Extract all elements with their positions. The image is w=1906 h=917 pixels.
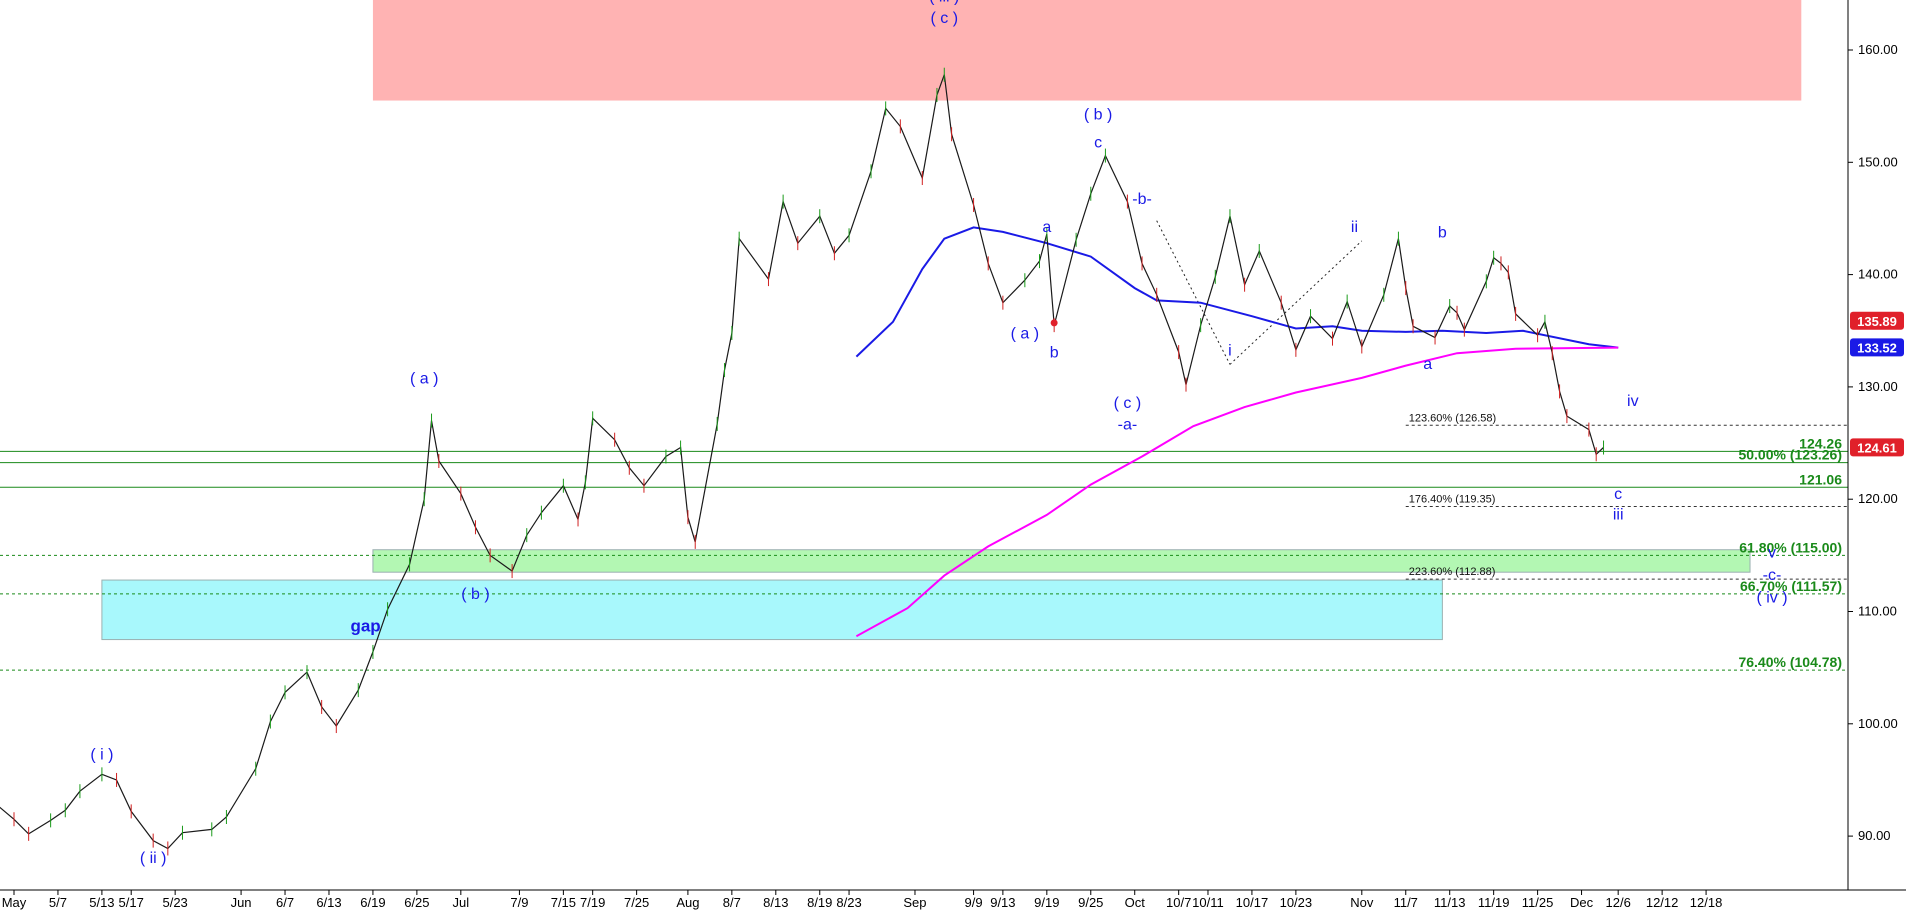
x-tick-label: 11/7 — [1394, 895, 1418, 910]
support-zone — [372, 549, 1751, 573]
price-tag — [1850, 438, 1904, 457]
x-tick-label: 10/11 — [1192, 895, 1224, 910]
x-tick-label: 11/19 — [1478, 895, 1510, 910]
level-label: 121.06 — [1799, 471, 1842, 487]
x-tick-label: 12/18 — [1690, 895, 1723, 910]
x-tick-label: 9/19 — [1034, 895, 1059, 910]
x-tick-label: 12/6 — [1606, 895, 1631, 910]
x-tick-label: 7/9 — [510, 895, 528, 910]
wave-label: iii — [1613, 506, 1624, 523]
x-tick-label: 9/9 — [965, 895, 983, 910]
x-tick-label: Jun — [231, 895, 252, 910]
x-tick-label: Oct — [1125, 895, 1146, 910]
x-tick-label: 12/12 — [1646, 895, 1679, 910]
price-tag — [1850, 311, 1904, 330]
level-label: 66.70% (111.57) — [1740, 578, 1842, 594]
channel-line — [1156, 220, 1231, 365]
wave-label: ( a ) — [410, 371, 438, 388]
wave-label: b — [1050, 345, 1059, 362]
wave-label: ( c ) — [1114, 395, 1142, 412]
price-tag — [1850, 338, 1904, 357]
x-tick-label: Sep — [903, 895, 926, 910]
x-tick-label: 7/25 — [624, 895, 649, 910]
y-tick-label: 140.00 — [1858, 267, 1898, 282]
y-tick-label: 110.00 — [1858, 604, 1897, 619]
wave-label: -a- — [1118, 417, 1138, 434]
x-tick-label: May — [2, 895, 27, 910]
x-tick-label: Dec — [1570, 895, 1594, 910]
x-tick-label: 11/25 — [1522, 895, 1554, 910]
moving-average-line — [855, 346, 1619, 638]
wave-label: ( b ) — [461, 586, 489, 603]
x-tick-label: 5/17 — [119, 895, 144, 910]
wave-label: -b- — [1132, 191, 1152, 208]
x-tick-label: 9/25 — [1078, 895, 1103, 910]
x-tick-label: Aug — [676, 895, 699, 910]
level-label: 61.80% (115.00) — [1739, 539, 1842, 555]
x-tick-label: 8/13 — [763, 895, 788, 910]
price-tag-label: 135.89 — [1857, 314, 1897, 329]
x-tick-label: 5/23 — [162, 895, 187, 910]
level-label: 50.00% (123.26) — [1738, 447, 1842, 463]
y-tick-label: 120.00 — [1858, 491, 1898, 506]
x-tick-label: 5/7 — [49, 895, 67, 910]
projection-label: 223.60% (112.88) — [1409, 566, 1496, 578]
x-tick-label: 10/17 — [1236, 895, 1269, 910]
x-tick-label: 6/19 — [360, 895, 385, 910]
price-line — [0, 74, 1604, 850]
wave-label: i — [1228, 342, 1232, 359]
wave-label: c — [1094, 135, 1102, 152]
wave-label: a — [1042, 219, 1051, 236]
x-tick-label: 5/13 — [89, 895, 114, 910]
wave-label: ( b ) — [1084, 107, 1112, 124]
x-tick-label: Nov — [1350, 895, 1374, 910]
x-tick-label: 7/19 — [580, 895, 605, 910]
y-tick-label: 130.00 — [1858, 379, 1898, 394]
level-label: 76.40% (104.78) — [1738, 654, 1842, 670]
wave-label: ( iv ) — [1756, 590, 1787, 607]
y-tick-label: 100.00 — [1858, 716, 1898, 731]
price-tag-label: 133.52 — [1857, 340, 1897, 355]
wave-label: c — [1614, 486, 1622, 503]
wave-label: a — [1423, 356, 1432, 373]
x-tick-label: Jul — [453, 895, 470, 910]
x-tick-label: 6/25 — [404, 895, 429, 910]
wave-label: v — [1768, 545, 1776, 562]
signal-marker — [1050, 319, 1058, 327]
gap-zone — [101, 579, 1443, 641]
resistance-zone — [372, 0, 1802, 101]
y-tick-label: 160.00 — [1858, 42, 1898, 57]
x-tick-label: 8/7 — [723, 895, 741, 910]
y-tick-label: 90.00 — [1858, 828, 1891, 843]
wave-label: ( iii ) — [929, 0, 959, 6]
x-tick-label: 11/13 — [1434, 895, 1466, 910]
moving-average-line — [855, 226, 1619, 358]
wave-label: ii — [1351, 219, 1358, 236]
price-tag-label: 124.61 — [1857, 440, 1897, 455]
x-tick-label: 6/13 — [316, 895, 341, 910]
x-tick-label: 9/13 — [990, 895, 1015, 910]
x-tick-label: 7/15 — [551, 895, 576, 910]
wave-label: iv — [1627, 393, 1639, 410]
level-label: 124.26 — [1799, 435, 1842, 451]
x-tick-label: 10/23 — [1280, 895, 1313, 910]
wave-label: ( ii ) — [140, 850, 167, 867]
wave-label: b — [1438, 225, 1447, 242]
wave-label: -c- — [1763, 567, 1782, 584]
wave-label: ( a ) — [1011, 326, 1039, 343]
y-tick-label: 150.00 — [1858, 154, 1898, 169]
projection-label: 176.40% (119.35) — [1409, 493, 1496, 505]
channel-line — [1229, 240, 1363, 365]
wave-label: ( i ) — [90, 747, 113, 764]
projection-label: 123.60% (126.58) — [1409, 412, 1496, 424]
wave-label: gap — [350, 617, 380, 636]
x-tick-label: 10/7 — [1166, 895, 1191, 910]
x-tick-label: 6/7 — [276, 895, 294, 910]
wave-label: ( c ) — [931, 10, 959, 27]
x-tick-label: 8/23 — [836, 895, 861, 910]
x-tick-label: 8/19 — [807, 895, 832, 910]
